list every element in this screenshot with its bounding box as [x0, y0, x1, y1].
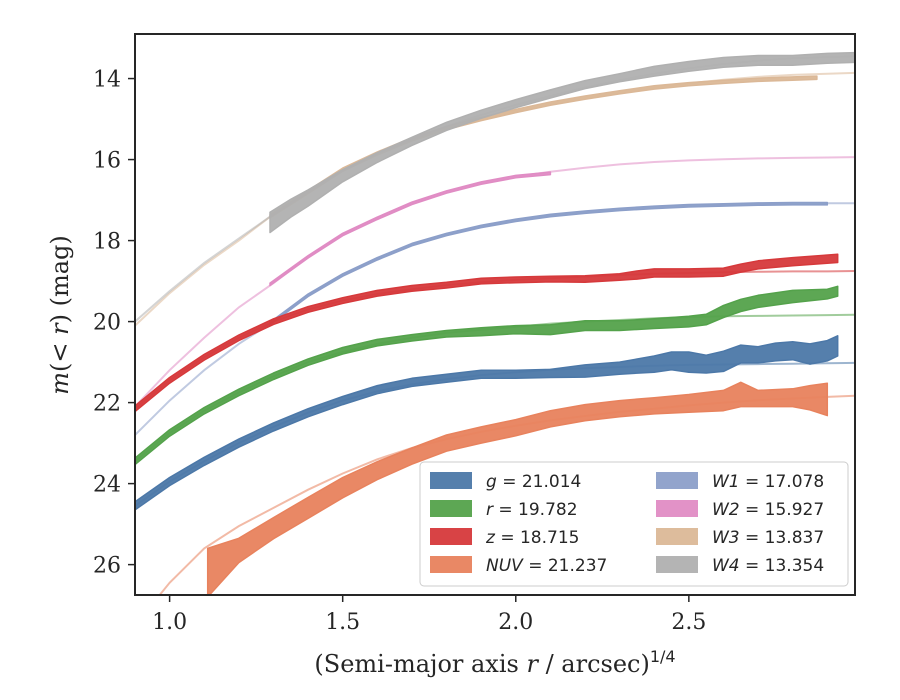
y-tick-label: 14: [93, 68, 121, 93]
series-layer: [135, 51, 855, 595]
x-tick-label: 1.5: [325, 610, 360, 635]
y-tick-label: 20: [93, 311, 121, 336]
x-tick-label: 2.0: [498, 610, 533, 635]
y-axis-label: m(< r) (mag): [46, 235, 74, 395]
profile-band-nuv: [206, 381, 829, 595]
legend-swatch-g: [430, 472, 472, 489]
y-tick-label: 16: [93, 149, 121, 174]
x-axis-label: (Semi-major axis r / arcsec)1/4: [314, 647, 675, 678]
legend-label-nuv: NUV = 21.237: [486, 556, 607, 576]
profile-band-z: [135, 253, 839, 413]
legend-label-z: z = 18.715: [485, 528, 579, 548]
legend-label-w3: W3 = 13.837: [712, 528, 824, 548]
legend-swatch-w1: [656, 472, 698, 489]
legend-swatch-z: [430, 528, 472, 545]
legend-swatch-w3: [656, 528, 698, 545]
legend-box: [419, 461, 849, 587]
legend-swatch-r: [430, 500, 472, 517]
y-tick-label: 24: [93, 473, 121, 498]
y-tick-label: 26: [93, 554, 121, 579]
legend-swatch-w4: [656, 556, 698, 573]
profile-band-r: [135, 285, 839, 466]
y-tick-label: 18: [93, 230, 121, 255]
legend-label-g: g = 21.014: [486, 472, 581, 492]
x-tick-label: 1.0: [152, 610, 187, 635]
profile-band-w1: [269, 201, 829, 326]
x-tick-label: 2.5: [671, 610, 706, 635]
legend-label-w1: W1 = 17.078: [712, 472, 824, 492]
profile-band-w4: [269, 51, 855, 234]
profile-band-g: [135, 335, 839, 511]
legend: g = 21.014 r = 19.782 z = 18.715 NUV = 21.2…: [419, 461, 849, 587]
y-tick-label: 22: [93, 392, 121, 417]
legend-label-r: r = 19.782: [486, 500, 578, 520]
legend-label-w4: W4 = 13.354: [712, 556, 824, 576]
profile-band-w2: [269, 171, 552, 287]
legend-label-w2: W2 = 15.927: [712, 500, 824, 520]
legend-swatch-w2: [656, 500, 698, 517]
ticks-layer: 1.0 1.5 2.0 2.5 14 16 18 20 22 24 26: [93, 68, 706, 635]
legend-swatch-nuv: [430, 556, 472, 573]
plot-frame: [134, 33, 856, 596]
